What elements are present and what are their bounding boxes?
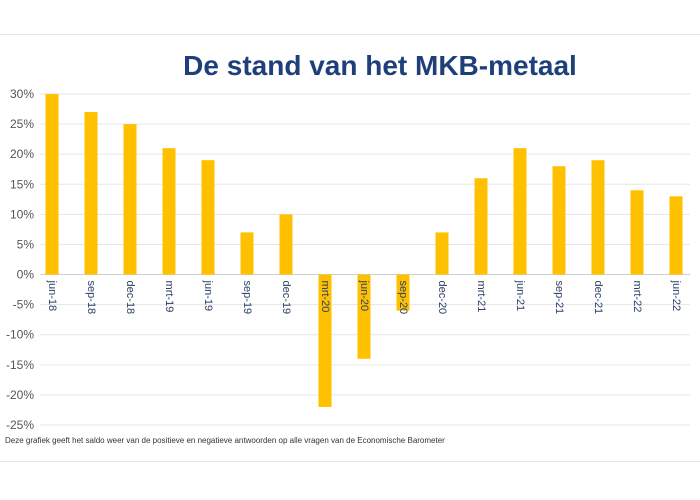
- bottom-divider: [0, 461, 700, 462]
- bar-sep-19: [240, 232, 254, 275]
- bar-jun-18: [45, 94, 59, 275]
- x-tick-label: mrt-21: [475, 281, 487, 313]
- bar-dec-19: [279, 214, 293, 275]
- bar-mrt-20: [318, 274, 332, 407]
- y-tick-label: 20%: [10, 147, 34, 161]
- bar-mrt-22: [630, 190, 644, 275]
- bar-mrt-21: [474, 178, 488, 275]
- y-tick-label: 15%: [10, 177, 34, 191]
- bar-sep-21: [552, 166, 566, 275]
- bar-jun-19: [201, 160, 215, 275]
- bar-jun-22: [669, 196, 683, 275]
- y-tick-label: 0%: [17, 268, 35, 282]
- x-tick-label: sep-20: [397, 281, 409, 315]
- x-tick-label: dec-20: [436, 281, 448, 315]
- y-tick-label: -10%: [6, 328, 34, 342]
- y-tick-label: -15%: [6, 358, 34, 372]
- x-tick-label: dec-19: [280, 281, 292, 315]
- y-tick-label: -5%: [13, 298, 35, 312]
- y-tick-label: -20%: [6, 388, 34, 402]
- bar-dec-21: [591, 160, 605, 275]
- chart-title: De stand van het MKB-metaal: [183, 50, 577, 81]
- x-tick-label: dec-18: [124, 281, 136, 315]
- x-tick-label: sep-19: [241, 281, 253, 315]
- x-tick-label: jun-20: [358, 280, 370, 312]
- y-tick-label: -25%: [6, 418, 34, 432]
- bar-sep-18: [84, 112, 98, 275]
- y-tick-label: 5%: [17, 237, 35, 251]
- x-tick-label: jun-18: [46, 280, 58, 312]
- x-tick-label: dec-21: [592, 281, 604, 315]
- x-tick-label: mrt-20: [319, 281, 331, 313]
- bar-jun-20: [357, 274, 371, 359]
- bar-mrt-19: [162, 148, 176, 275]
- bar-dec-20: [435, 232, 449, 275]
- x-tick-label: sep-18: [85, 281, 97, 315]
- bar-sep-20: [396, 274, 410, 311]
- x-tick-label: sep-21: [553, 281, 565, 315]
- y-tick-label: 30%: [10, 87, 34, 101]
- y-tick-label: 10%: [10, 207, 34, 221]
- x-tick-label: mrt-22: [631, 281, 643, 313]
- x-tick-label: jun-22: [670, 280, 682, 312]
- x-tick-label: jun-19: [202, 280, 214, 312]
- chart-footnote: Deze grafiek geeft het saldo weer van de…: [5, 436, 445, 445]
- bar-dec-18: [123, 124, 137, 275]
- x-tick-label: jun-21: [514, 280, 526, 312]
- y-tick-label: 25%: [10, 117, 34, 131]
- bar-jun-21: [513, 148, 527, 275]
- x-tick-label: mrt-19: [163, 281, 175, 313]
- top-divider: [0, 34, 700, 35]
